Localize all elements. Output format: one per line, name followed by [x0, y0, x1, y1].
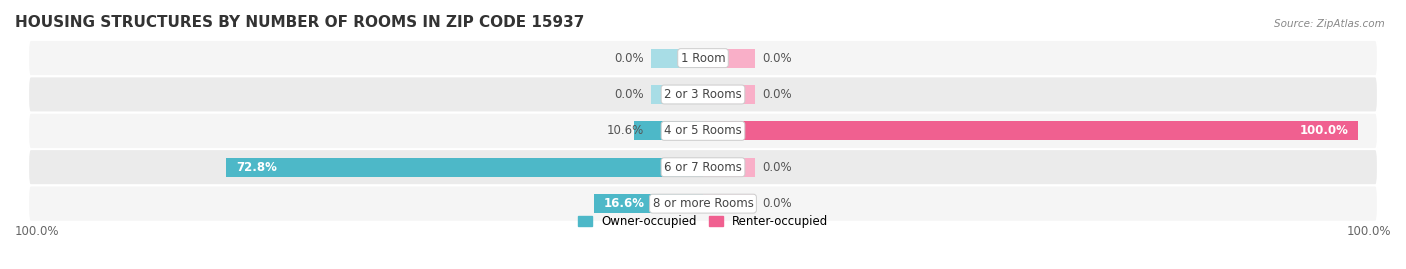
Bar	[703, 85, 755, 104]
Text: 0.0%: 0.0%	[762, 88, 792, 101]
Bar	[651, 49, 703, 68]
Bar	[651, 194, 703, 213]
Bar	[651, 121, 703, 140]
Text: 0.0%: 0.0%	[762, 197, 792, 210]
Text: 1 Room: 1 Room	[681, 52, 725, 65]
Text: 0.0%: 0.0%	[614, 52, 644, 65]
FancyBboxPatch shape	[28, 149, 1378, 185]
Bar	[651, 85, 703, 104]
Text: 0.0%: 0.0%	[762, 161, 792, 174]
Text: 16.6%: 16.6%	[605, 197, 645, 210]
Text: 0.0%: 0.0%	[614, 88, 644, 101]
Bar	[703, 158, 755, 177]
Legend: Owner-occupied, Renter-occupied: Owner-occupied, Renter-occupied	[572, 210, 834, 233]
Bar	[634, 121, 703, 140]
FancyBboxPatch shape	[28, 185, 1378, 222]
Text: HOUSING STRUCTURES BY NUMBER OF ROOMS IN ZIP CODE 15937: HOUSING STRUCTURES BY NUMBER OF ROOMS IN…	[15, 15, 585, 30]
Text: 72.8%: 72.8%	[236, 161, 277, 174]
Bar	[703, 194, 755, 213]
Text: 0.0%: 0.0%	[762, 52, 792, 65]
Text: 100.0%: 100.0%	[1299, 124, 1348, 137]
Bar	[703, 121, 1358, 140]
Bar	[595, 194, 703, 213]
Text: 100.0%: 100.0%	[1347, 225, 1391, 238]
Text: 2 or 3 Rooms: 2 or 3 Rooms	[664, 88, 742, 101]
Bar	[226, 158, 703, 177]
Bar	[651, 158, 703, 177]
Text: 8 or more Rooms: 8 or more Rooms	[652, 197, 754, 210]
Bar	[703, 49, 755, 68]
Text: 100.0%: 100.0%	[15, 225, 59, 238]
Text: 4 or 5 Rooms: 4 or 5 Rooms	[664, 124, 742, 137]
FancyBboxPatch shape	[28, 40, 1378, 76]
Bar	[703, 121, 755, 140]
FancyBboxPatch shape	[28, 113, 1378, 149]
Text: Source: ZipAtlas.com: Source: ZipAtlas.com	[1274, 19, 1385, 29]
Text: 6 or 7 Rooms: 6 or 7 Rooms	[664, 161, 742, 174]
FancyBboxPatch shape	[28, 76, 1378, 113]
Text: 10.6%: 10.6%	[607, 124, 644, 137]
